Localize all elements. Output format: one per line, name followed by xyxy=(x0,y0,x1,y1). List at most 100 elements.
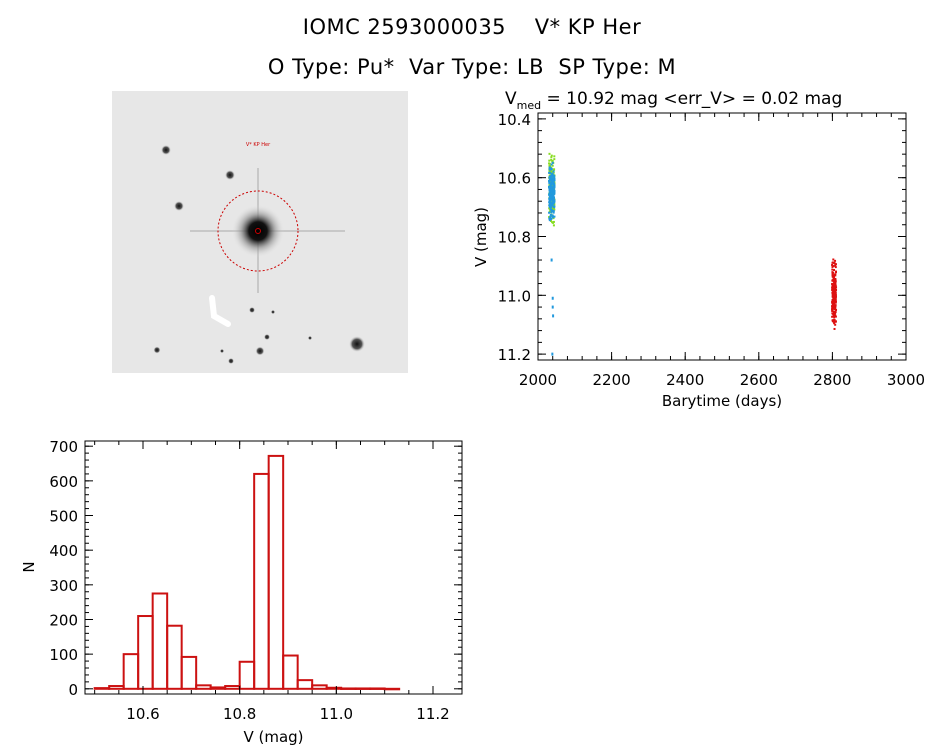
data-point xyxy=(832,297,835,300)
data-point xyxy=(551,215,554,218)
data-point xyxy=(553,158,556,161)
field-star xyxy=(349,336,365,352)
data-point xyxy=(552,193,555,196)
histogram-bar xyxy=(209,686,227,690)
image-artifact xyxy=(209,295,231,327)
data-point xyxy=(550,186,553,189)
data-point xyxy=(831,282,834,285)
data-point xyxy=(831,291,834,294)
data-point xyxy=(550,167,553,170)
field-star xyxy=(255,346,265,356)
target-marker-circle xyxy=(217,190,299,272)
data-point xyxy=(833,293,836,296)
data-point xyxy=(550,211,553,214)
data-point xyxy=(552,210,555,213)
x-tick-label: 2200 xyxy=(593,371,631,389)
histogram-bar xyxy=(383,687,401,691)
target-star xyxy=(232,205,284,257)
data-point xyxy=(548,216,551,219)
data-point xyxy=(548,189,551,192)
data-point xyxy=(550,198,553,201)
field-star xyxy=(174,201,184,211)
data-point xyxy=(831,301,834,304)
field-star xyxy=(153,346,161,354)
data-point xyxy=(550,175,553,178)
data-point xyxy=(550,177,553,180)
y-tick-label: 10.6 xyxy=(498,170,531,188)
data-point xyxy=(550,209,553,212)
light-curve-title: Vmed = 10.92 mag <err_V> = 0.02 mag xyxy=(505,89,842,112)
histogram-bar xyxy=(369,687,386,690)
data-point xyxy=(834,266,837,269)
data-point xyxy=(551,188,554,191)
data-point xyxy=(834,259,837,262)
data-point xyxy=(551,159,554,162)
data-point xyxy=(834,320,837,323)
data-point xyxy=(832,313,835,316)
y-tick-label: 11.0 xyxy=(498,287,531,305)
data-point xyxy=(551,182,554,185)
data-point xyxy=(831,272,834,275)
x-tick-label: 10.6 xyxy=(126,705,159,723)
data-point xyxy=(548,186,551,189)
field-star xyxy=(228,358,234,364)
data-point xyxy=(549,183,552,186)
data-point xyxy=(833,269,836,272)
data-point xyxy=(834,294,837,297)
data-point xyxy=(550,217,553,220)
data-point xyxy=(548,201,551,204)
data-point xyxy=(550,258,553,262)
data-point xyxy=(834,283,837,286)
data-point xyxy=(548,176,551,179)
field-star xyxy=(308,336,312,340)
data-point xyxy=(549,165,552,168)
data-point xyxy=(834,285,837,288)
data-point xyxy=(552,187,555,190)
data-point xyxy=(834,263,837,266)
histogram-bar xyxy=(354,687,372,690)
data-point xyxy=(831,275,834,278)
data-point xyxy=(550,190,553,193)
data-point xyxy=(832,265,835,268)
data-point xyxy=(552,314,555,318)
data-point xyxy=(834,288,837,291)
data-point xyxy=(831,305,834,308)
histogram-bar xyxy=(166,624,183,690)
data-point xyxy=(548,184,551,187)
data-point xyxy=(834,280,837,283)
data-point xyxy=(832,301,835,304)
data-point xyxy=(833,278,836,281)
data-point xyxy=(549,204,552,207)
data-point xyxy=(551,201,554,204)
data-point xyxy=(548,195,551,198)
y-tick-label: 600 xyxy=(49,473,78,491)
x-tick-label: 2400 xyxy=(666,371,704,389)
data-point xyxy=(832,319,835,322)
x-axis-label: V (mag) xyxy=(243,728,303,746)
data-point xyxy=(832,310,835,313)
data-point xyxy=(833,283,836,286)
data-point xyxy=(834,305,837,308)
data-point xyxy=(548,203,551,206)
histogram-bar xyxy=(151,592,169,690)
histogram-bar xyxy=(195,684,212,690)
data-point xyxy=(550,203,553,206)
data-point xyxy=(550,156,553,159)
field-star xyxy=(220,349,224,353)
data-point xyxy=(550,154,553,157)
histogram-bar xyxy=(282,654,299,690)
field-star xyxy=(264,334,270,340)
light-curve-title-rest: = 10.92 mag <err_V> = 0.02 mag xyxy=(541,89,842,109)
data-point xyxy=(833,289,836,292)
y-tick-label: 700 xyxy=(49,438,78,456)
data-point xyxy=(832,302,835,305)
data-point xyxy=(550,210,553,213)
data-point xyxy=(552,201,555,204)
data-point xyxy=(548,187,551,190)
data-point xyxy=(548,219,551,222)
data-point xyxy=(834,311,837,314)
data-point xyxy=(833,322,836,325)
data-point xyxy=(553,199,556,202)
data-point xyxy=(553,179,556,182)
